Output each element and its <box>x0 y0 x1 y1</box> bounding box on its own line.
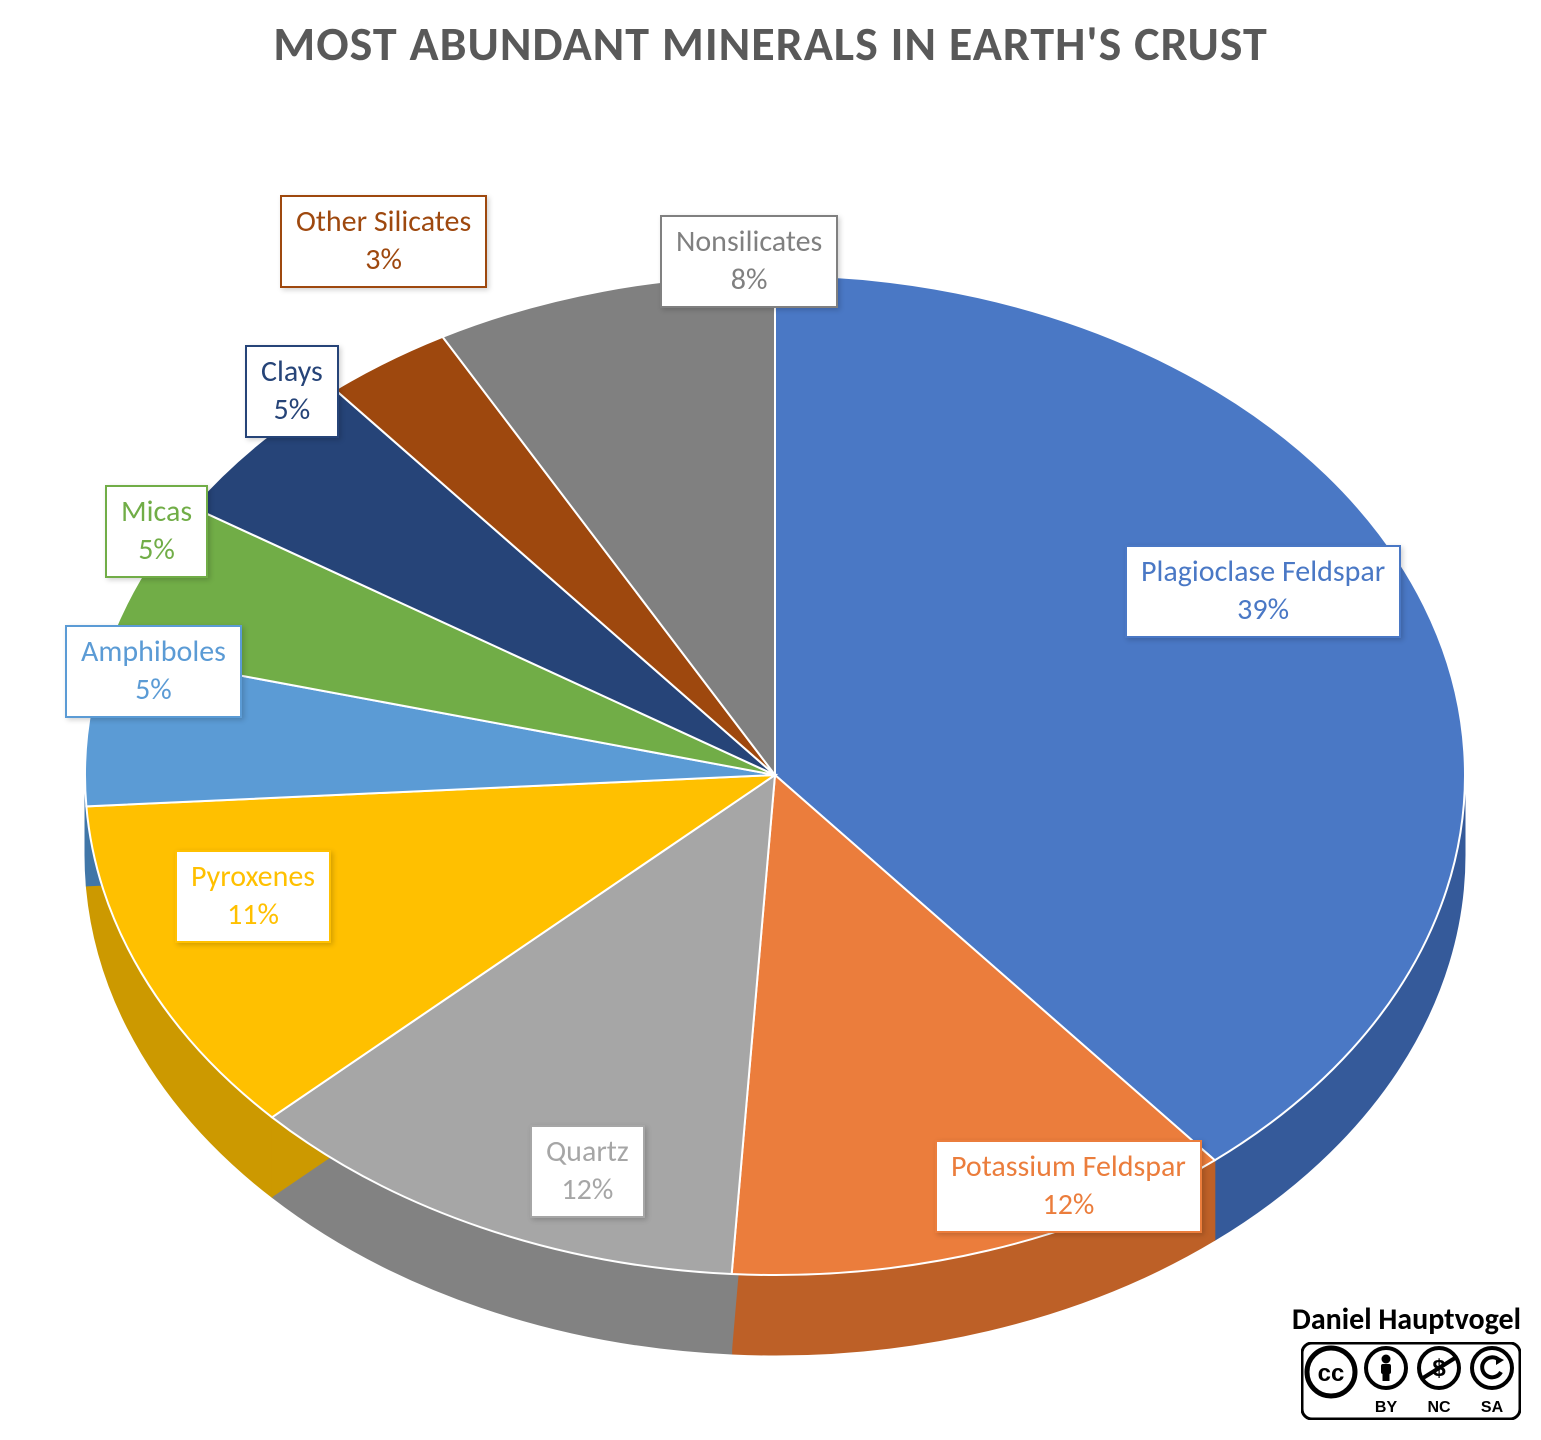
label-percent: 5% <box>261 391 323 429</box>
label-percent: 39% <box>1141 591 1385 629</box>
label-name: Potassium Feldspar <box>951 1148 1186 1186</box>
label-clays: Clays5% <box>245 345 339 438</box>
label-plagioclase-feldspar: Plagioclase Feldspar39% <box>1125 545 1401 638</box>
label-percent: 8% <box>676 261 822 299</box>
cc-nc-label: NC <box>1427 1399 1451 1416</box>
cc-by-label: BY <box>1375 1399 1398 1416</box>
label-other-silicates: Other Silicates3% <box>280 195 487 288</box>
attribution-block: Daniel Hauptvogel cc BY $ NC <box>1292 1301 1521 1425</box>
label-potassium-feldspar: Potassium Feldspar12% <box>935 1140 1202 1233</box>
cc-license-badge: cc BY $ NC SA <box>1301 1342 1521 1420</box>
label-name: Micas <box>121 493 192 531</box>
label-pyroxenes: Pyroxenes11% <box>175 850 331 943</box>
cc-sa-label: SA <box>1481 1399 1504 1416</box>
svg-text:cc: cc <box>1318 1360 1345 1387</box>
label-amphiboles: Amphiboles5% <box>65 625 242 718</box>
label-percent: 12% <box>951 1186 1186 1224</box>
label-percent: 11% <box>191 896 315 934</box>
label-name: Plagioclase Feldspar <box>1141 553 1385 591</box>
label-percent: 5% <box>81 671 226 709</box>
label-quartz: Quartz12% <box>530 1125 645 1218</box>
label-percent: 3% <box>296 241 471 279</box>
label-percent: 12% <box>546 1171 629 1209</box>
author-name: Daniel Hauptvogel <box>1292 1301 1521 1338</box>
label-name: Other Silicates <box>296 203 471 241</box>
label-name: Quartz <box>546 1133 629 1171</box>
label-nonsilicates: Nonsilicates8% <box>660 215 838 308</box>
label-name: Pyroxenes <box>191 858 315 896</box>
label-name: Nonsilicates <box>676 223 822 261</box>
label-percent: 5% <box>121 531 192 569</box>
label-name: Clays <box>261 353 323 391</box>
label-micas: Micas5% <box>105 485 208 578</box>
label-name: Amphiboles <box>81 633 226 671</box>
